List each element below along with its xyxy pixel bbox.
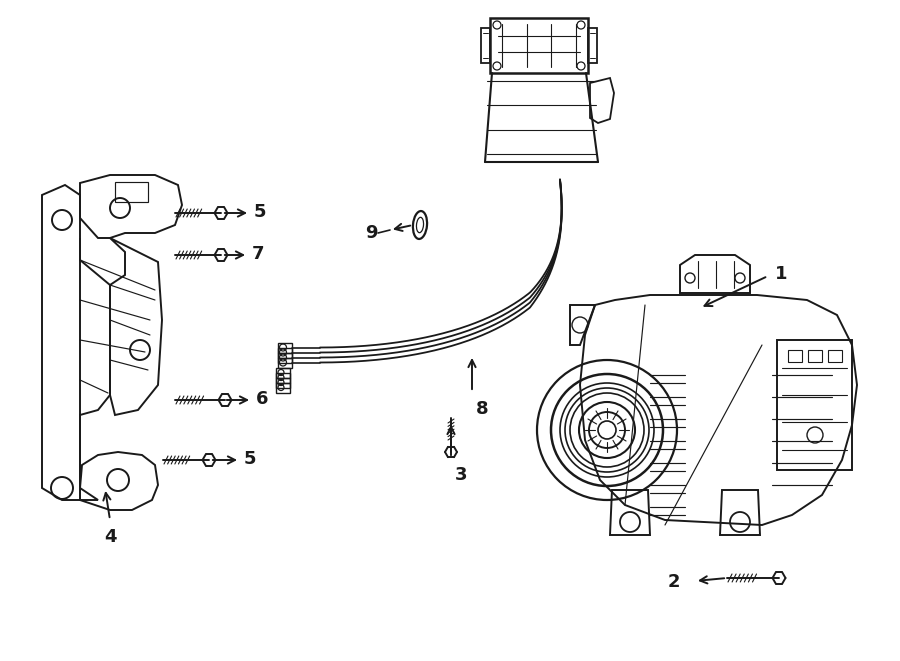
- Text: 9: 9: [365, 224, 378, 242]
- Bar: [490, 18, 588, 73]
- Text: 4: 4: [104, 528, 116, 546]
- Bar: [276, 368, 290, 377]
- Bar: [276, 377, 290, 387]
- Bar: [481, 28, 490, 63]
- Bar: [276, 383, 290, 393]
- Text: 1: 1: [775, 265, 788, 283]
- Bar: [276, 373, 290, 383]
- Text: 3: 3: [455, 466, 467, 484]
- Bar: [588, 28, 597, 63]
- Bar: [278, 342, 292, 352]
- Text: 5: 5: [244, 450, 256, 468]
- Bar: [278, 358, 292, 368]
- Bar: [278, 352, 292, 362]
- Bar: [278, 348, 292, 358]
- Text: 8: 8: [476, 400, 489, 418]
- Text: 5: 5: [254, 203, 266, 221]
- Text: 6: 6: [256, 390, 268, 408]
- Text: 2: 2: [668, 573, 680, 591]
- Text: 7: 7: [252, 245, 265, 263]
